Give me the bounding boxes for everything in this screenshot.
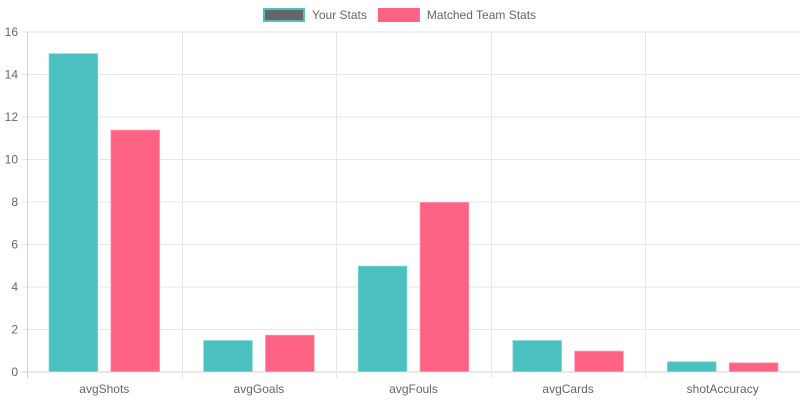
x-tick-label: avgShots (79, 382, 129, 396)
bar-avgShots-your-stats[interactable] (47, 52, 99, 373)
bar-avgFouls-your-stats[interactable] (357, 265, 409, 373)
legend-label-matched-team-stats[interactable]: Matched Team Stats (427, 8, 536, 22)
y-tick-label: 0 (11, 365, 18, 379)
x-tick-label: avgFouls (389, 382, 438, 396)
y-tick-label: 2 (11, 323, 18, 337)
y-tick-label: 14 (5, 68, 19, 82)
y-tick-label: 4 (11, 280, 18, 294)
y-tick-label: 10 (5, 153, 19, 167)
legend-label-your-stats[interactable]: Your Stats (312, 8, 367, 22)
y-tick-label: 8 (11, 195, 18, 209)
x-tick-label: shotAccuracy (687, 382, 759, 396)
bar-avgCards-your-stats[interactable] (511, 339, 563, 373)
bar-avgGoals-matched-team-stats[interactable] (264, 334, 316, 373)
bar-avgCards-matched-team-stats[interactable] (573, 350, 625, 373)
bar-avgGoals-your-stats[interactable] (202, 339, 254, 373)
axes: 0 2 4 6 8 10 12 14 16 avgShots avgGoals avgFouls avg… (5, 25, 759, 396)
legend: Your Stats Matched Team Stats (262, 8, 536, 22)
bar-shotAccuracy-your-stats[interactable] (666, 360, 718, 373)
y-tick-label: 16 (5, 25, 19, 39)
y-tick-label: 12 (5, 110, 19, 124)
bar-avgFouls-matched-team-stats[interactable] (418, 201, 470, 373)
legend-swatch-your-stats[interactable] (262, 8, 305, 22)
bars (47, 52, 780, 373)
y-tick-label: 6 (11, 238, 18, 252)
legend-swatch-matched-team-stats[interactable] (377, 8, 420, 22)
bar-avgShots-matched-team-stats[interactable] (109, 129, 161, 373)
x-tick-label: avgCards (542, 382, 593, 396)
x-tick-label: avgGoals (234, 382, 285, 396)
bar-shotAccuracy-matched-team-stats[interactable] (728, 361, 780, 373)
